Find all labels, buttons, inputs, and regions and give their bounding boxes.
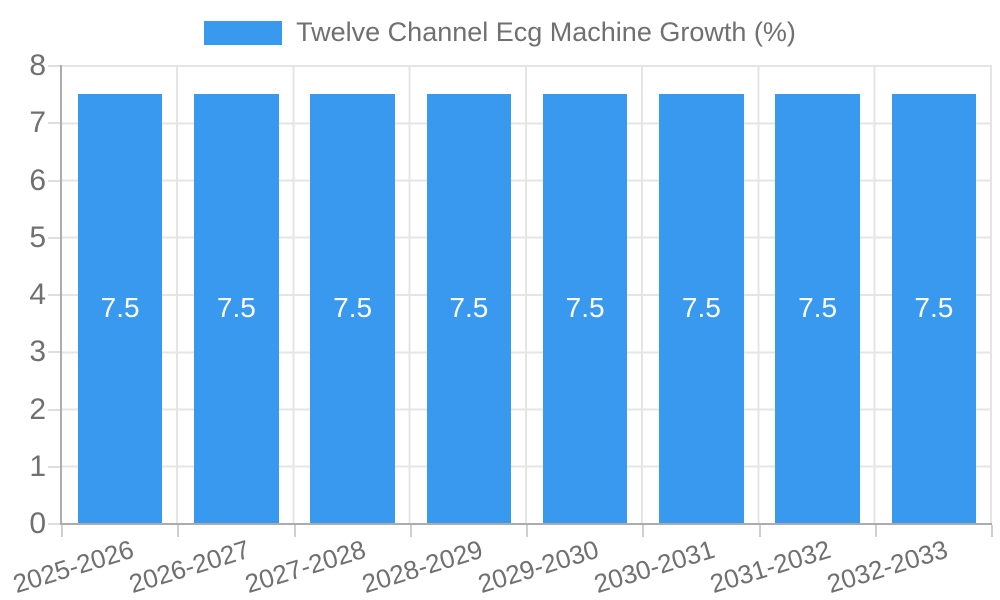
x-tick-mark xyxy=(526,525,528,537)
bar-value-label: 7.5 xyxy=(565,292,605,324)
bar-slot: 7.5 xyxy=(643,65,759,523)
y-tick-label: 3 xyxy=(29,335,46,369)
bar[interactable]: 7.5 xyxy=(77,93,163,523)
x-tick-label: 2025-2026 xyxy=(9,534,137,600)
y-axis: 8 7 6 5 4 3 2 1 xyxy=(0,49,60,540)
bar-slot: 7.5 xyxy=(295,65,411,523)
legend: Twelve Channel Ecg Machine Growth (%) xyxy=(0,17,1000,48)
y-tick-label: 6 xyxy=(29,163,46,197)
plot-area: 7.5 7.5 7.5 7.5 7.5 7.5 xyxy=(60,65,992,525)
bar-value-label: 7.5 xyxy=(216,292,256,324)
x-tick-mark xyxy=(293,525,296,537)
y-tick-label: 7 xyxy=(29,106,46,140)
x-tick-label: 2029-2030 xyxy=(474,534,602,600)
legend-label: Twelve Channel Ecg Machine Growth (%) xyxy=(296,17,796,47)
x-axis: 2025-2026 2026-2027 2027-2028 2028-2029 … xyxy=(9,532,992,600)
bar-value-label: 7.5 xyxy=(449,292,489,324)
bar[interactable]: 7.5 xyxy=(659,93,744,523)
bar-value-label: 7.5 xyxy=(681,292,721,324)
y-tick-mark xyxy=(48,65,60,67)
bar[interactable]: 7.5 xyxy=(542,93,628,523)
legend-swatch xyxy=(204,20,283,45)
x-tick-label: 2030-2031 xyxy=(590,534,719,600)
y-tick-mark xyxy=(48,122,60,125)
y-tick-mark xyxy=(48,236,60,239)
bar-slot: 7.5 xyxy=(178,65,294,523)
y-tick-label: 4 xyxy=(29,278,46,311)
bar[interactable]: 7.5 xyxy=(426,93,512,523)
x-tick-label: 2032-2033 xyxy=(822,534,951,600)
bar-value-label: 7.5 xyxy=(100,292,140,324)
x-tick-mark xyxy=(991,525,993,537)
y-tick-label: 1 xyxy=(29,449,46,483)
bar[interactable]: 7.5 xyxy=(891,93,977,523)
x-tick-label: 2031-2032 xyxy=(706,534,835,600)
y-tick-mark xyxy=(48,179,60,182)
x-tick-label: 2026-2027 xyxy=(125,534,254,600)
bar-slot: 7.5 xyxy=(760,65,876,523)
y-tick-mark xyxy=(48,408,60,411)
x-tick-mark xyxy=(758,525,761,537)
bar-value-label: 7.5 xyxy=(914,292,954,324)
x-tick-mark xyxy=(874,525,877,537)
y-tick-label: 5 xyxy=(29,220,46,254)
x-tick-mark xyxy=(177,525,180,537)
bar-value-label: 7.5 xyxy=(798,292,838,324)
y-tick-label: 8 xyxy=(29,49,46,82)
x-tick-mark xyxy=(61,525,63,537)
bar-slot: 7.5 xyxy=(876,65,992,523)
bar-slot: 7.5 xyxy=(411,65,527,523)
bar-value-label: 7.5 xyxy=(333,292,373,324)
x-tick-mark xyxy=(409,525,412,537)
x-tick-mark xyxy=(642,525,645,537)
y-tick-label: 0 xyxy=(29,507,46,540)
y-tick-mark xyxy=(48,294,60,296)
y-tick-mark xyxy=(48,523,60,525)
y-tick-label: 2 xyxy=(29,392,46,426)
x-tick-label: 2028-2029 xyxy=(357,534,486,600)
x-axis-ticks xyxy=(61,525,993,539)
bar[interactable]: 7.5 xyxy=(194,93,279,523)
bar-slot: 7.5 xyxy=(527,65,643,523)
x-tick-label: 2027-2028 xyxy=(241,534,370,600)
bar[interactable]: 7.5 xyxy=(775,93,860,523)
y-tick-mark xyxy=(48,465,60,468)
bar-slot: 7.5 xyxy=(62,65,178,523)
bar[interactable]: 7.5 xyxy=(310,93,395,523)
y-tick-mark xyxy=(48,351,60,354)
legend-item[interactable]: Twelve Channel Ecg Machine Growth (%) xyxy=(204,17,796,48)
